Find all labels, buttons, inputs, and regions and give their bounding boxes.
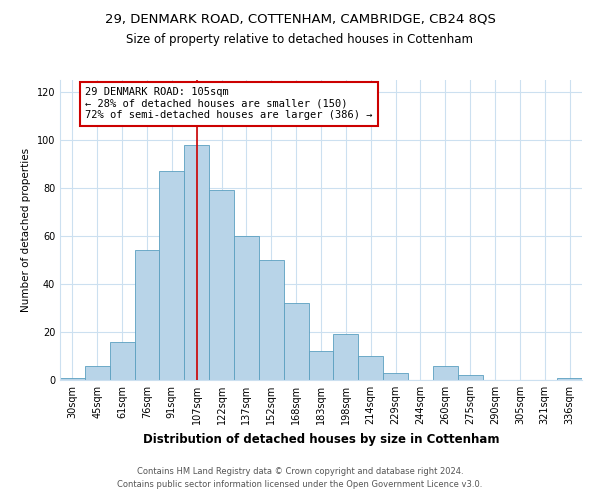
Bar <box>209 190 234 380</box>
Bar <box>259 260 284 380</box>
Bar <box>284 303 308 380</box>
Bar <box>110 342 134 380</box>
Bar <box>358 356 383 380</box>
Bar <box>60 378 85 380</box>
X-axis label: Distribution of detached houses by size in Cottenham: Distribution of detached houses by size … <box>143 432 499 446</box>
Bar <box>433 366 458 380</box>
Y-axis label: Number of detached properties: Number of detached properties <box>21 148 31 312</box>
Bar <box>458 375 482 380</box>
Bar <box>557 378 582 380</box>
Bar <box>234 236 259 380</box>
Text: 29 DENMARK ROAD: 105sqm
← 28% of detached houses are smaller (150)
72% of semi-d: 29 DENMARK ROAD: 105sqm ← 28% of detache… <box>85 87 373 120</box>
Bar <box>334 334 358 380</box>
Text: 29, DENMARK ROAD, COTTENHAM, CAMBRIDGE, CB24 8QS: 29, DENMARK ROAD, COTTENHAM, CAMBRIDGE, … <box>104 12 496 26</box>
Text: Contains public sector information licensed under the Open Government Licence v3: Contains public sector information licen… <box>118 480 482 489</box>
Bar <box>85 366 110 380</box>
Text: Contains HM Land Registry data © Crown copyright and database right 2024.: Contains HM Land Registry data © Crown c… <box>137 467 463 476</box>
Bar <box>160 171 184 380</box>
Text: Size of property relative to detached houses in Cottenham: Size of property relative to detached ho… <box>127 32 473 46</box>
Bar <box>383 373 408 380</box>
Bar <box>134 250 160 380</box>
Bar <box>184 145 209 380</box>
Bar <box>308 351 334 380</box>
